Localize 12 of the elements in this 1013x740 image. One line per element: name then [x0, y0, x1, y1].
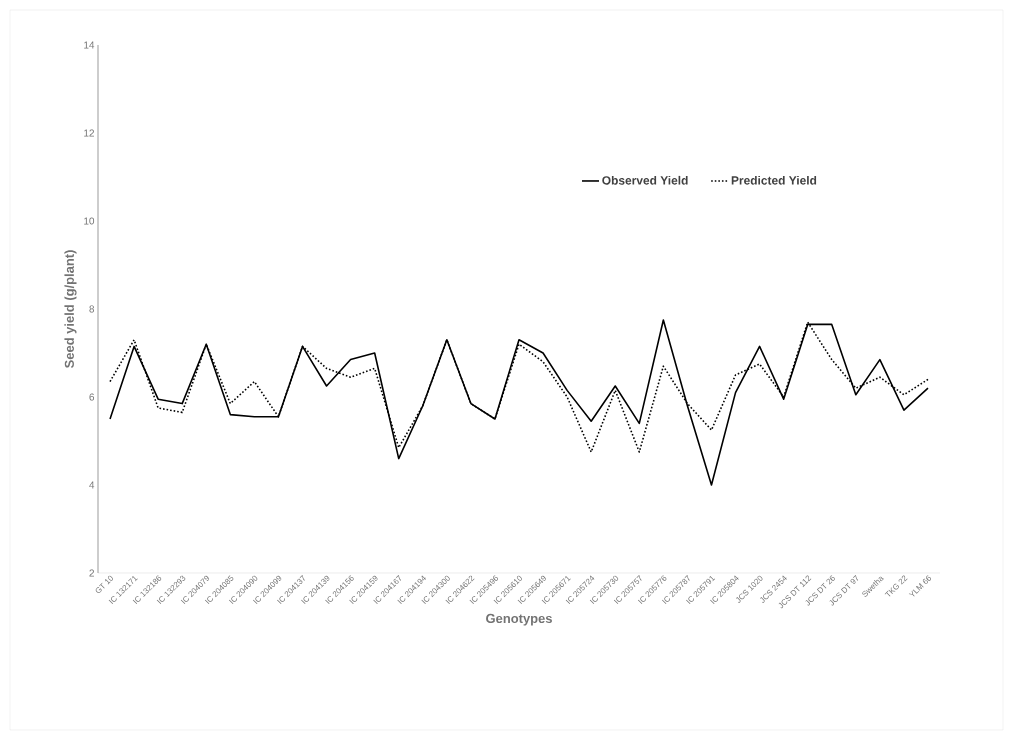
- y-tick-label: 4: [89, 481, 95, 489]
- y-tick-label: 6: [89, 393, 95, 401]
- legend-label: Predicted Yield: [731, 175, 817, 185]
- y-axis-title: Seed yield (g/plant): [64, 250, 77, 368]
- y-tick-label: 8: [89, 305, 95, 313]
- line-series: [109, 319, 929, 486]
- y-tick-label: 12: [84, 129, 94, 137]
- y-tick-label: 2: [89, 569, 94, 577]
- legend-label: Observed Yield: [602, 175, 688, 185]
- x-axis-title: Genotypes: [486, 613, 552, 626]
- y-tick-label: 10: [84, 217, 95, 225]
- y-tick-label: 14: [84, 41, 95, 49]
